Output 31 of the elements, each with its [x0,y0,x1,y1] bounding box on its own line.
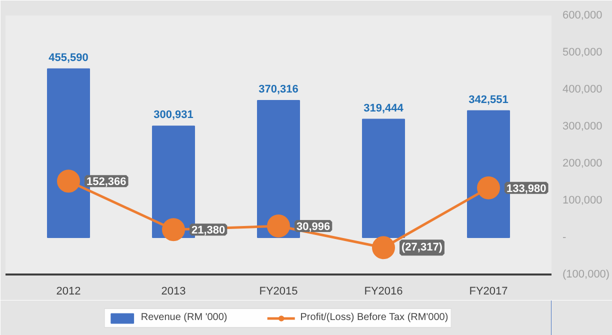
point [57,170,80,193]
point [267,214,290,238]
data-label: 319,444 [364,102,404,114]
y2-tick-label: (100,000) [562,268,610,280]
x-tick-label: FY2017 [469,286,508,298]
y2-tick-label: 100,000 [562,194,602,206]
point [162,218,185,242]
y2-tick-label: 200,000 [562,158,602,170]
y2-tick-label: 400,000 [562,84,602,96]
y2-tick-label: 600,000 [562,10,602,22]
point [477,176,500,200]
data-label: 30,996 [296,221,330,234]
data-label: 152,366 [86,176,126,188]
x-tick-label: 2012 [56,286,81,298]
data-label: 455,590 [48,52,88,64]
legend-label: Profit/(Loss) Before Tax (RM'000) [300,312,448,323]
data-label: (27,317) [402,242,443,254]
x-tick-label: 2013 [161,286,186,298]
y2-tick-label: 500,000 [562,46,602,58]
legend-label: Revenue (RM '000) [140,312,228,323]
x-tick-label: FY2015 [259,286,298,298]
y2-tick-label: 300,000 [562,120,602,132]
data-label: 342,551 [468,94,508,106]
x-tick-label: FY2016 [364,286,403,298]
bar [362,118,405,238]
data-label: 300,931 [154,109,194,122]
y2-tick-label: - [562,232,566,244]
point [372,236,395,260]
data-label: 133,980 [506,182,546,195]
data-label: 21,380 [192,224,226,237]
data-label: 370,316 [258,83,298,96]
